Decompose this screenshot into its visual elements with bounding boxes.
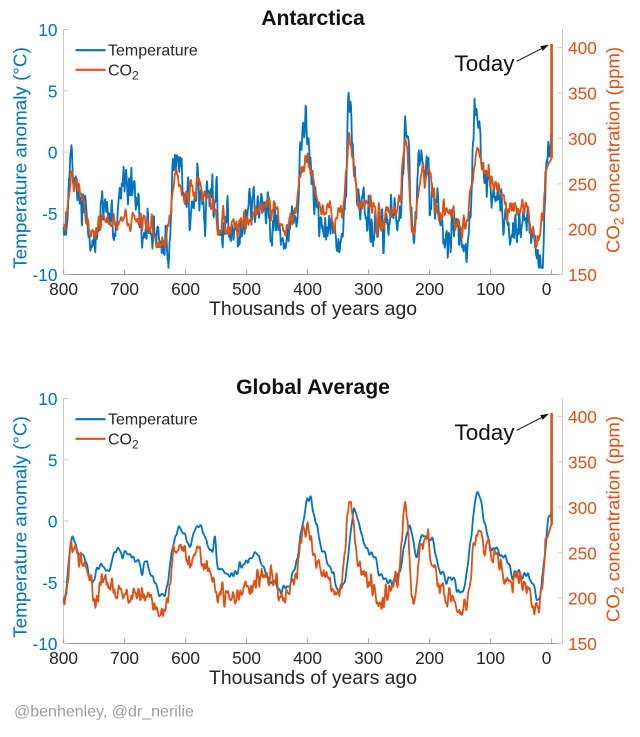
svg-text:200: 200 xyxy=(415,648,444,668)
svg-text:400: 400 xyxy=(568,38,597,58)
svg-text:@benhenley, @dr_nerilie: @benhenley, @dr_nerilie xyxy=(14,704,194,721)
svg-text:200: 200 xyxy=(568,589,597,609)
svg-text:10: 10 xyxy=(38,20,57,40)
svg-text:Today: Today xyxy=(455,51,516,76)
svg-text:300: 300 xyxy=(568,129,597,149)
svg-text:400: 400 xyxy=(293,279,322,299)
svg-text:Temperature anomaly (°C): Temperature anomaly (°C) xyxy=(11,47,32,269)
svg-text:0: 0 xyxy=(542,648,552,668)
svg-text:200: 200 xyxy=(568,220,597,240)
svg-text:300: 300 xyxy=(354,648,383,668)
svg-text:-5: -5 xyxy=(42,204,57,224)
svg-text:150: 150 xyxy=(568,265,597,285)
svg-text:500: 500 xyxy=(232,648,261,668)
svg-text:-10: -10 xyxy=(33,634,58,654)
svg-text:Thousands of years ago: Thousands of years ago xyxy=(209,667,417,689)
svg-text:Global Average: Global Average xyxy=(236,376,390,399)
svg-text:10: 10 xyxy=(38,389,57,409)
svg-text:700: 700 xyxy=(110,648,139,668)
svg-text:0: 0 xyxy=(542,279,552,299)
svg-text:5: 5 xyxy=(48,450,58,470)
svg-text:800: 800 xyxy=(49,648,78,668)
svg-text:250: 250 xyxy=(568,543,597,563)
svg-text:0: 0 xyxy=(48,512,58,532)
svg-text:Today: Today xyxy=(455,420,516,445)
svg-text:800: 800 xyxy=(49,279,78,299)
svg-text:150: 150 xyxy=(568,634,597,654)
svg-text:Antarctica: Antarctica xyxy=(261,7,365,30)
svg-text:0: 0 xyxy=(48,143,58,163)
svg-text:CO2: CO2 xyxy=(108,431,139,451)
svg-text:350: 350 xyxy=(568,84,597,104)
svg-text:5: 5 xyxy=(48,81,58,101)
svg-text:350: 350 xyxy=(568,453,597,473)
svg-text:CO2: CO2 xyxy=(108,62,139,82)
svg-text:Thousands of years ago: Thousands of years ago xyxy=(209,298,417,320)
svg-text:100: 100 xyxy=(476,279,505,299)
svg-text:Temperature: Temperature xyxy=(108,412,198,429)
svg-text:400: 400 xyxy=(293,648,322,668)
svg-text:Temperature anomaly (°C): Temperature anomaly (°C) xyxy=(11,416,32,638)
svg-text:700: 700 xyxy=(110,279,139,299)
svg-text:Temperature: Temperature xyxy=(108,43,198,60)
svg-text:250: 250 xyxy=(568,174,597,194)
svg-text:500: 500 xyxy=(232,279,261,299)
svg-text:100: 100 xyxy=(476,648,505,668)
svg-text:400: 400 xyxy=(568,407,597,427)
svg-text:600: 600 xyxy=(171,648,200,668)
svg-text:300: 300 xyxy=(568,498,597,518)
svg-text:600: 600 xyxy=(171,279,200,299)
svg-text:200: 200 xyxy=(415,279,444,299)
svg-text:-5: -5 xyxy=(42,573,57,593)
svg-text:-10: -10 xyxy=(33,265,58,285)
svg-text:300: 300 xyxy=(354,279,383,299)
